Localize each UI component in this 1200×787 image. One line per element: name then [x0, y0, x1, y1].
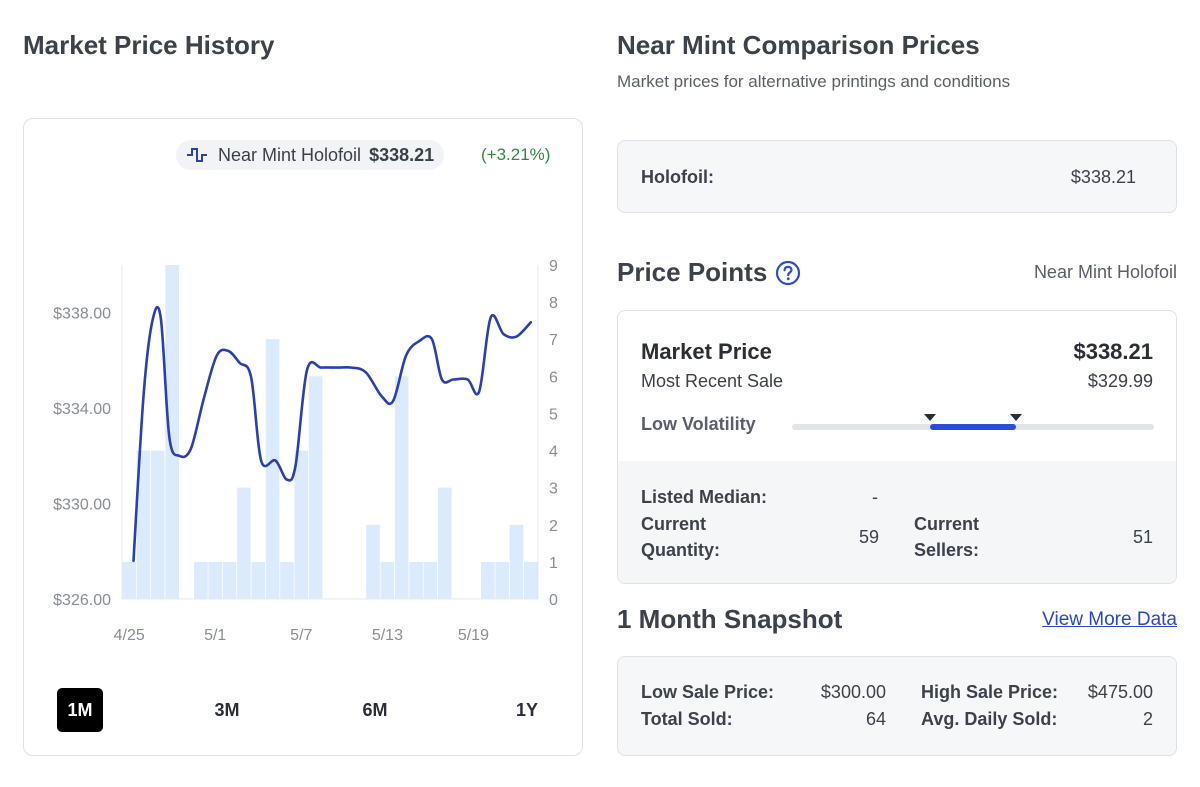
volume-bar [237, 487, 251, 599]
right-axis-tick-label: 0 [549, 592, 558, 609]
market-price-value: $338.21 [1073, 339, 1153, 364]
x-axis-tick-label: 5/7 [290, 627, 312, 644]
price-points-title: Price Points [617, 257, 768, 287]
right-axis-tick-label: 4 [549, 444, 558, 461]
right-axis-tick-label: 9 [549, 258, 558, 275]
right-axis-tick-label: 2 [549, 518, 558, 535]
view-more-data-link[interactable]: View More Data [1042, 609, 1177, 630]
left-axis-tick-label: $334.00 [53, 401, 111, 418]
right-axis-tick-label: 8 [549, 295, 558, 312]
high-sale-label: High Sale Price: [921, 682, 1059, 702]
volume-bar [380, 561, 395, 599]
price-history-chart: $338.00$334.00$330.00$326.00 9876543210 … [53, 258, 558, 644]
volume-bar [165, 265, 179, 599]
volume-bar [495, 561, 509, 599]
right-axis-tick-label: 5 [549, 406, 558, 423]
volume-bar [481, 561, 495, 599]
volatility-marker-low [923, 414, 936, 421]
volume-bar [524, 561, 538, 599]
low-sale-value: $300.00 [820, 682, 886, 702]
right-axis-tick-label: 3 [549, 481, 558, 498]
volume-bar [423, 561, 438, 599]
listed-median-label: Listed Median: [641, 487, 768, 507]
volume-bar [151, 450, 165, 599]
market-price-label: Market Price [641, 339, 772, 364]
current-sellers-value: 51 [1132, 527, 1153, 547]
current-quantity-label: Current Quantity: [641, 514, 720, 560]
volume-bar [437, 487, 452, 599]
step-line-icon [187, 148, 207, 162]
left-axis-tick-label: $330.00 [53, 497, 111, 514]
x-axis-tick-label: 4/25 [114, 627, 145, 644]
volatility-range-fill [929, 424, 1017, 430]
price-history-chart-card [23, 118, 583, 756]
listed-median-value: - [872, 487, 878, 507]
low-sale-label: Low Sale Price: [641, 682, 775, 702]
range-button-1y[interactable]: 1Y [515, 699, 539, 720]
comparison-prices-subtitle: Market prices for alternative printings … [617, 72, 1011, 91]
volume-bar [208, 561, 222, 599]
x-axis-tick-label: 5/1 [204, 627, 226, 644]
right-axis-tick-label: 1 [549, 555, 558, 572]
volatility-marker-high [1010, 414, 1023, 421]
volume-bar [136, 450, 151, 599]
volume-bar [394, 376, 409, 599]
market-price-history-title: Market Price History [23, 30, 275, 60]
holofoil-label: Holofoil: [641, 167, 714, 187]
range-button-3m[interactable]: 3M [214, 699, 240, 720]
volume-bar [366, 524, 380, 599]
current-quantity-value: 59 [858, 527, 879, 547]
right-axis-ticks: 9 8 7 6 5 4 3 2 1 0 [549, 258, 558, 609]
volume-bar [222, 561, 237, 599]
x-axis-tick-label: 5/19 [458, 627, 489, 644]
volume-bar [294, 450, 309, 599]
price-points-variant: Near Mint Holofoil [1033, 262, 1177, 282]
listing-stats-section [618, 461, 1176, 583]
volume-bar [122, 561, 136, 599]
volume-bars [122, 265, 538, 599]
left-axis-ticks: $338.00 $334.00 $330.00 $326.00 [53, 306, 111, 609]
avg-daily-sold-value: 2 [1142, 709, 1153, 729]
total-sold-label: Total Sold: [641, 709, 733, 729]
range-button-1m[interactable]: 1M [57, 688, 103, 732]
price-points-card: Market Price $338.21 Most Recent Sale $3… [617, 310, 1177, 584]
volume-bar [509, 524, 524, 599]
price-points-heading: Price Points [617, 257, 801, 288]
help-icon[interactable] [775, 260, 801, 286]
volume-bar [265, 339, 280, 599]
snapshot-card: Low Sale Price: $300.00 High Sale Price:… [617, 656, 1177, 756]
left-axis-tick-label: $338.00 [53, 306, 111, 323]
legend-price: $338.21 [369, 144, 435, 165]
recent-sale-label: Most Recent Sale [641, 371, 784, 391]
legend-series-name: Near Mint Holofoil [218, 144, 362, 165]
price-series-line [132, 305, 533, 563]
total-sold-value: 64 [865, 709, 886, 729]
range-button-6m[interactable]: 6M [362, 699, 388, 720]
x-axis-tick-label: 5/13 [372, 627, 403, 644]
volume-bar [251, 561, 266, 599]
recent-sale-value: $329.99 [1087, 371, 1153, 391]
holofoil-price-card: Holofoil: $338.21 [617, 140, 1177, 213]
volatility-meter [792, 414, 1154, 430]
volatility-label: Low Volatility [641, 414, 756, 434]
volume-bar [194, 561, 208, 599]
legend-item[interactable]: Near Mint Holofoil $338.21 [176, 140, 445, 170]
x-axis-ticks: 4/25 5/1 5/7 5/13 5/19 [114, 627, 489, 644]
holofoil-value: $338.21 [1070, 167, 1136, 187]
snapshot-title: 1 Month Snapshot [617, 604, 843, 634]
high-sale-value: $475.00 [1087, 682, 1153, 702]
volume-bar [308, 376, 323, 599]
right-axis-tick-label: 7 [549, 332, 558, 349]
right-axis-tick-label: 6 [549, 369, 558, 386]
comparison-prices-title: Near Mint Comparison Prices [617, 30, 980, 60]
avg-daily-sold-label: Avg. Daily Sold: [921, 709, 1058, 729]
left-axis-tick-label: $326.00 [53, 592, 111, 609]
volume-bar [409, 561, 423, 599]
current-sellers-label: Current Sellers: [914, 514, 980, 560]
legend-change-percent: (+3.21%) [481, 145, 551, 164]
volume-bar [280, 561, 294, 599]
